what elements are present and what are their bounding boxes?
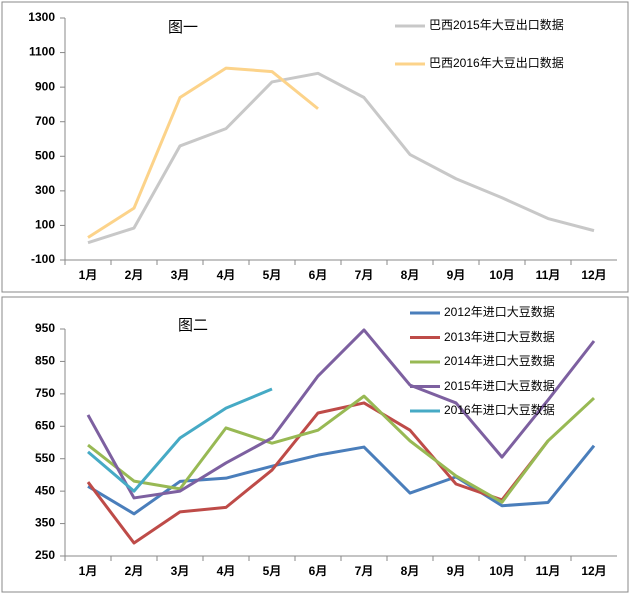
y-tick-label: 750: [35, 386, 55, 400]
x-tick-label: 2月: [125, 268, 144, 282]
x-tick-label: 3月: [171, 268, 190, 282]
legend-label: 2013年进口大豆数据: [444, 329, 555, 344]
x-tick-label: 7月: [355, 564, 374, 578]
y-tick-label: 1100: [29, 45, 55, 59]
y-tick-label: 700: [35, 114, 55, 128]
y-tick-label: 500: [35, 148, 55, 162]
series-line: [87, 394, 596, 504]
x-tick-label: 9月: [447, 564, 466, 578]
annotation: 图一: [168, 19, 198, 36]
y-tick-label: 950: [35, 321, 55, 335]
x-tick-label: 8月: [401, 268, 420, 282]
y-tick-label: 350: [35, 516, 55, 530]
x-tick-label: 9月: [447, 268, 466, 282]
series-line: [87, 387, 273, 493]
series-line: [86, 328, 596, 500]
x-tick-label: 8月: [401, 564, 420, 578]
legend-label: 2016年进口大豆数据: [444, 403, 555, 417]
x-tick-label: 11月: [536, 564, 561, 578]
x-tick-label: 3月: [171, 564, 190, 578]
x-tick-label: 4月: [217, 564, 236, 578]
y-tick-label: 650: [35, 418, 55, 432]
series-line: [87, 66, 319, 239]
x-tick-label: 4月: [217, 268, 236, 282]
y-tick-label: 850: [35, 354, 55, 368]
x-tick-label: 2月: [125, 564, 144, 578]
legend-label: 巴西2015年大豆出口数据: [429, 18, 564, 32]
frame: [1, 296, 629, 593]
y-tick-label: 450: [35, 483, 55, 497]
x-tick-label: 6月: [309, 268, 328, 282]
x-tick-label: 1月: [79, 564, 98, 578]
y-tick-label: 300: [35, 183, 55, 197]
legend-label: 2015年进口大豆数据: [444, 378, 555, 393]
y-tick-label: 550: [35, 451, 55, 465]
legend-label: 巴西2016年大豆出口数据: [429, 56, 564, 70]
x-tick-label: 12月: [581, 564, 606, 578]
x-tick-label: 10月: [489, 268, 514, 282]
x-tick-label: 10月: [489, 564, 514, 578]
series-line: [87, 71, 595, 245]
x-tick-label: 11月: [536, 268, 561, 282]
legend-label: 2012年进口大豆数据: [444, 305, 555, 319]
y-tick-label: 250: [35, 548, 55, 562]
legend-label: 2014年进口大豆数据: [444, 354, 555, 368]
y-tick-label: -100: [31, 252, 55, 266]
x-tick-label: 5月: [263, 268, 282, 282]
frame: [1, 1, 629, 293]
x-tick-label: 7月: [355, 268, 374, 282]
y-tick-label: 1300: [28, 10, 55, 24]
x-tick-label: 6月: [309, 564, 328, 578]
x-tick-label: 1月: [79, 268, 98, 282]
x-tick-label: 12月: [581, 268, 606, 282]
y-tick-label: 100: [35, 218, 55, 232]
x-tick-label: 5月: [263, 564, 282, 578]
series-line: [86, 401, 550, 545]
annotation: 图二: [178, 317, 208, 334]
y-tick-label: 900: [35, 79, 55, 93]
